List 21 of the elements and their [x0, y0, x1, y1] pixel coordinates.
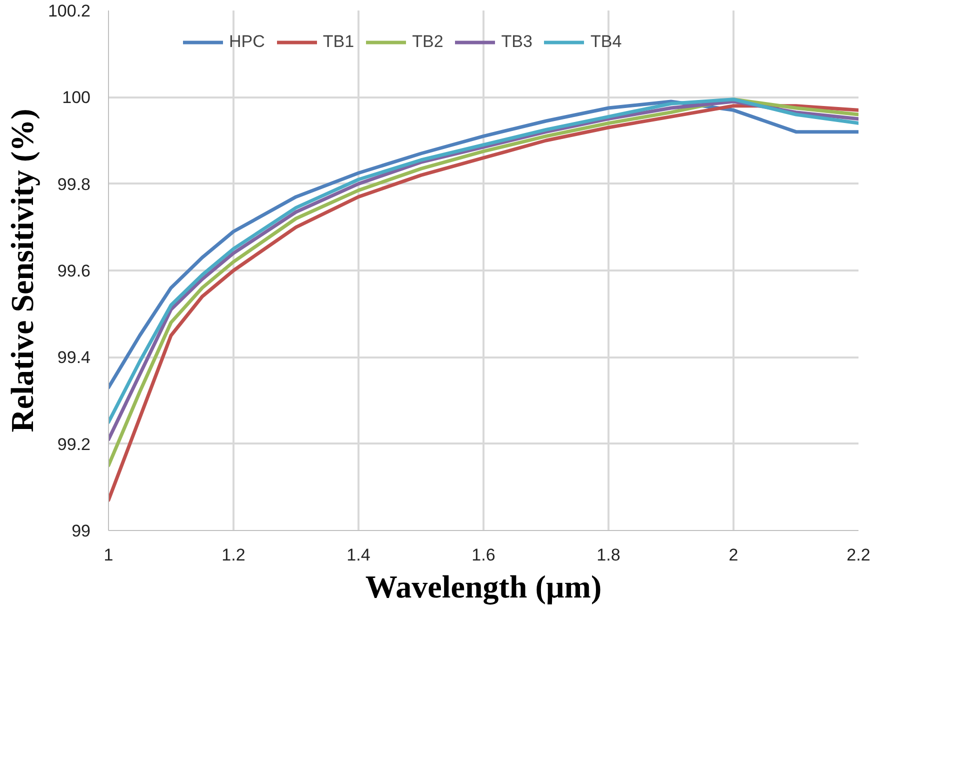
y-tick-label: 100	[62, 88, 91, 108]
x-axis-title: Wavelength (µm)	[365, 568, 602, 606]
x-tick-label: 2.2	[846, 546, 870, 564]
y-axis-title: Relative Sensitivity (%)	[4, 108, 40, 432]
y-tick-label: 99	[72, 522, 91, 540]
y-tick-label: 99.6	[57, 262, 91, 280]
legend-label: TB2	[412, 32, 444, 52]
legend-label: TB4	[590, 32, 622, 52]
legend-label: TB3	[501, 32, 532, 52]
x-tick-label: 1.6	[472, 546, 496, 564]
legend-label: HPC	[229, 32, 265, 52]
x-tick-label: 1.8	[596, 546, 620, 564]
legend-label: TB1	[322, 32, 354, 52]
y-tick-label: 99.8	[57, 174, 91, 194]
y-tick-label: 99.4	[57, 348, 91, 368]
x-tick-label: 1.4	[346, 546, 370, 564]
x-tick-label: 1	[104, 546, 114, 564]
x-tick-label: 2	[728, 546, 738, 564]
y-tick-label: 100.2	[48, 2, 91, 20]
y-tick-label: 99.2	[57, 434, 91, 454]
x-tick-label: 1.2	[222, 546, 246, 564]
